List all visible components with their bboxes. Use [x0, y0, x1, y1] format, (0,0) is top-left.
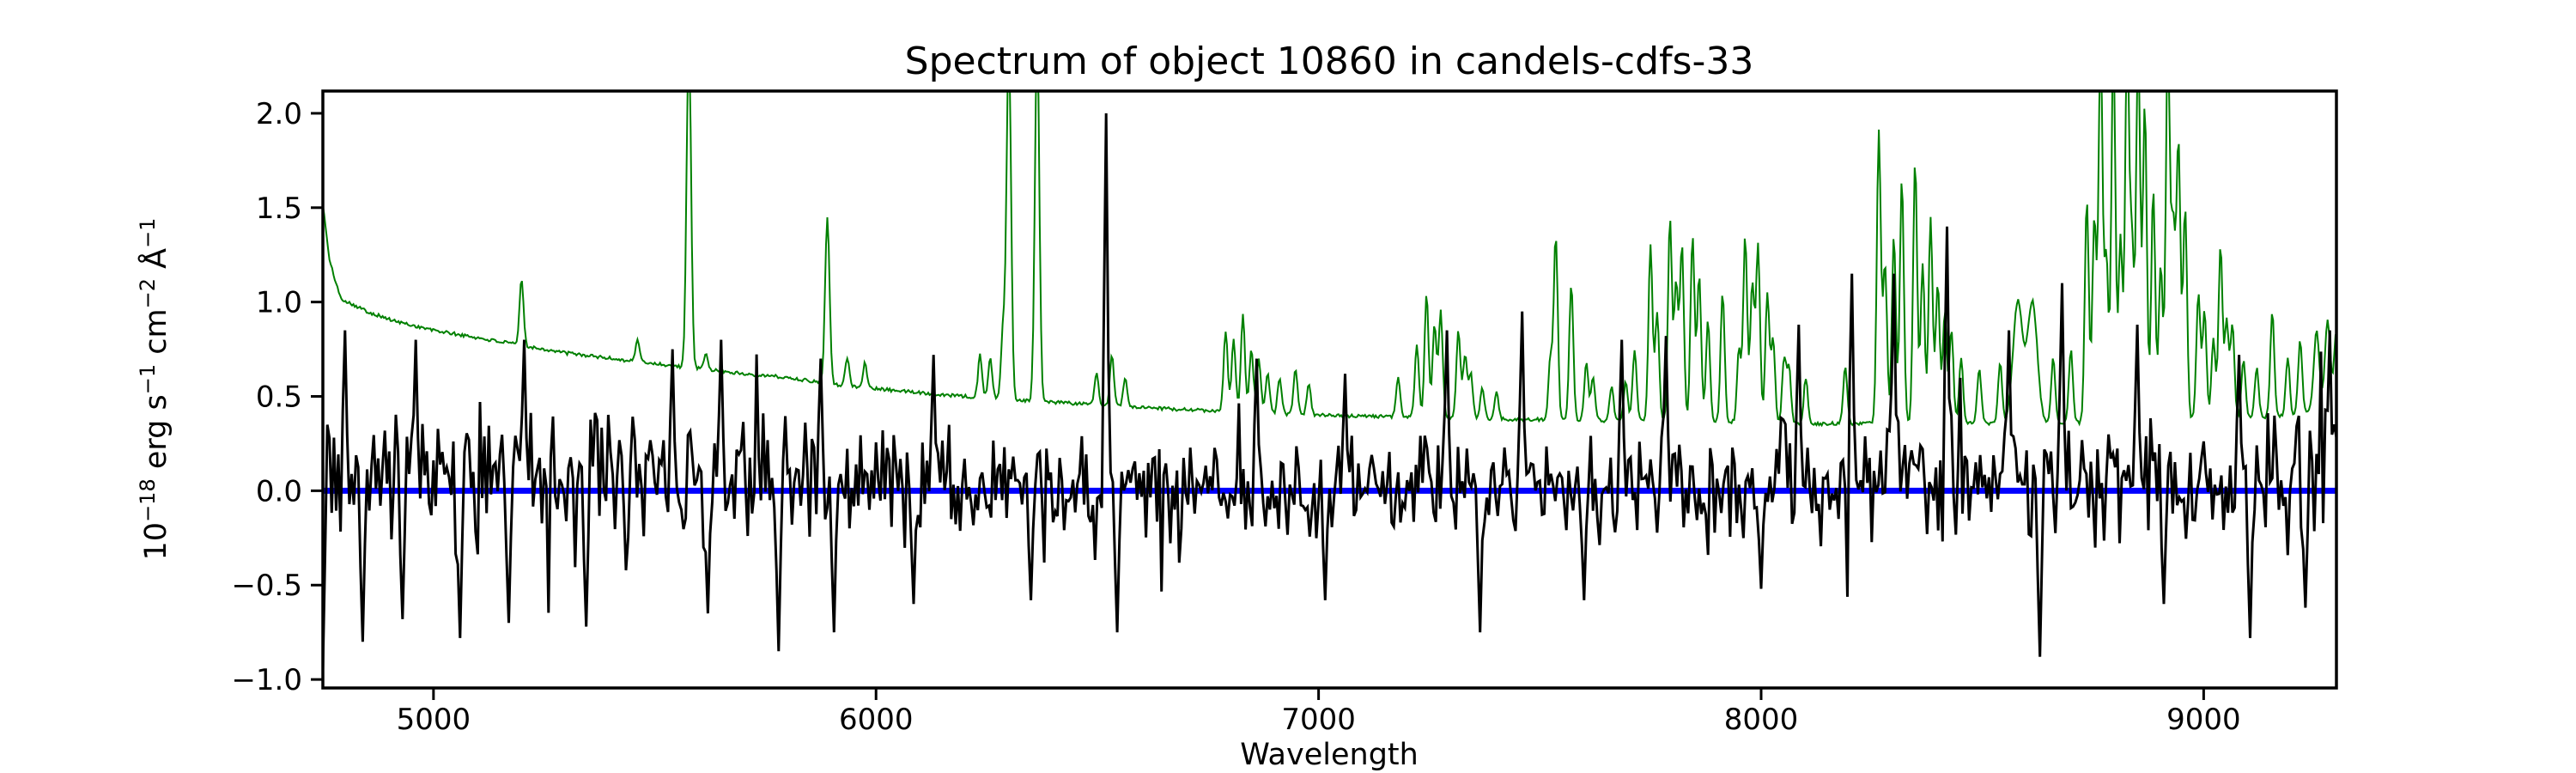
x-tick-label: 8000: [1724, 703, 1799, 737]
y-tick-label: 1.5: [256, 192, 302, 226]
x-tick-label: 9000: [2166, 703, 2241, 737]
x-tick-label: 5000: [397, 703, 471, 737]
y-tick-label: 2.0: [256, 97, 302, 131]
plot-area: [323, 91, 2336, 671]
y-axis-ticks: 2.0 1.5 1.0 0.5 0.0 −0.5 −1.0: [231, 97, 323, 697]
y-axis-label: 10−18 erg s−1 cm−2 Å−1: [136, 218, 173, 561]
y-tick-label: 0.5: [256, 380, 302, 415]
x-axis-ticks: 5000 6000 7000 8000 9000: [397, 688, 2241, 737]
axes-frame: [321, 89, 2338, 690]
x-axis-label: Wavelength: [1240, 738, 1419, 772]
x-tick-label: 6000: [839, 703, 914, 737]
y-tick-label: −0.5: [231, 569, 302, 603]
x-tick-label: 7000: [1281, 703, 1356, 737]
y-tick-label: 0.0: [256, 474, 302, 508]
chart-title: Spectrum of object 10860 in candels-cdfs…: [905, 40, 1754, 83]
y-tick-label: −1.0: [231, 663, 302, 697]
object-spectrum-line: [323, 113, 2336, 671]
y-tick-label: 1.0: [256, 286, 302, 320]
sky-spectrum-line: [323, 91, 2336, 428]
